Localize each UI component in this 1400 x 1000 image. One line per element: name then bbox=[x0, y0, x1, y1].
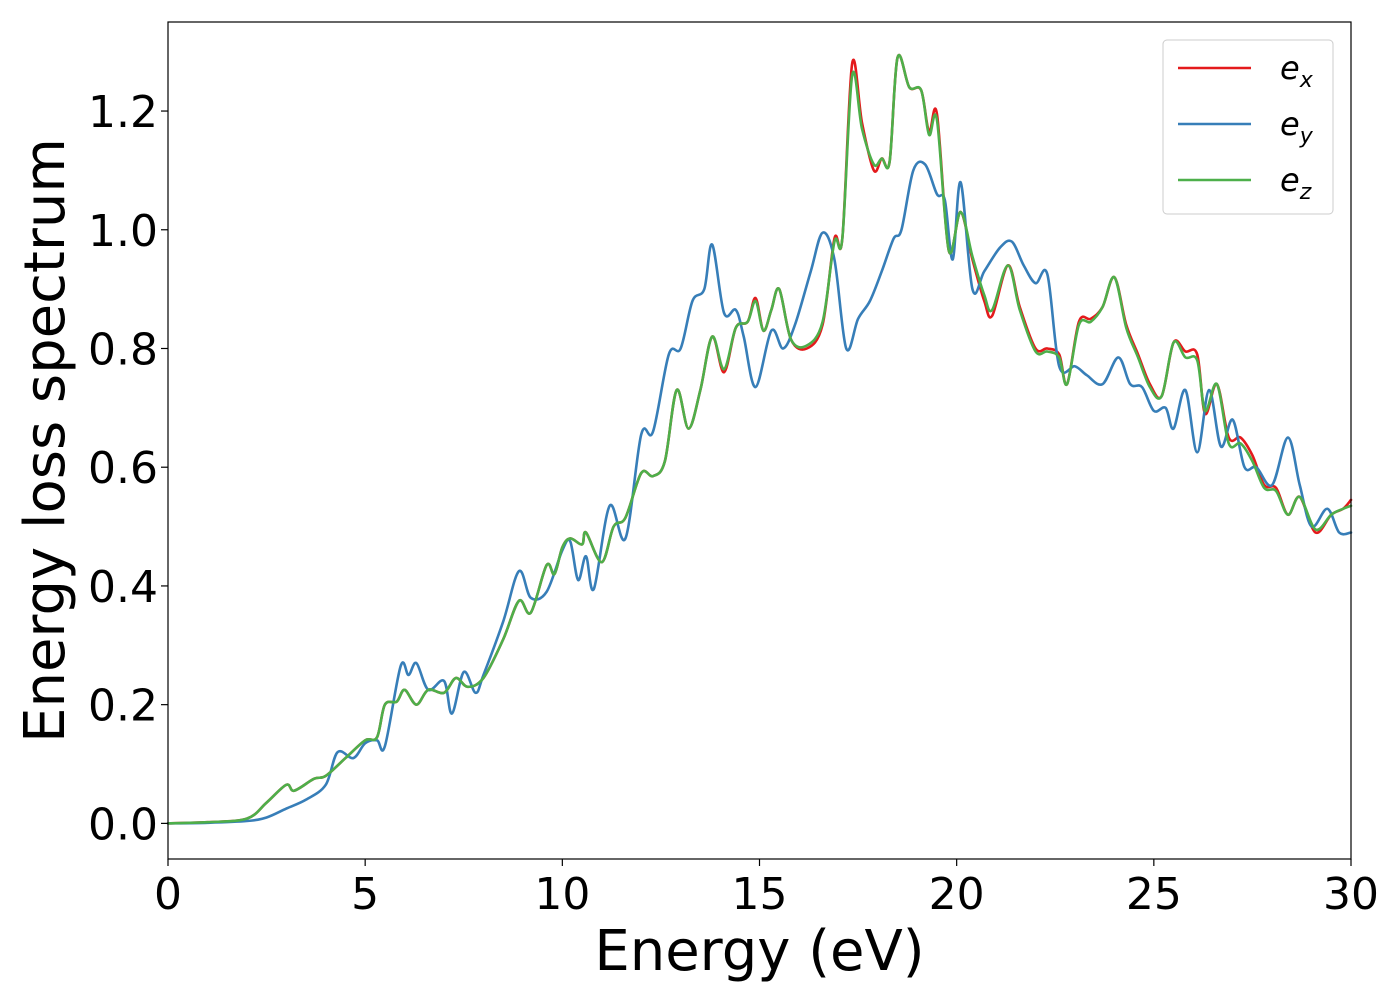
legend-label-base: e bbox=[1280, 161, 1300, 199]
legend-box bbox=[1162, 39, 1334, 215]
y-tick-label: 0.8 bbox=[88, 324, 158, 375]
legend-label-subscript: y bbox=[1299, 124, 1314, 149]
x-tick-label: 30 bbox=[1323, 869, 1379, 920]
x-tick-label: 0 bbox=[154, 869, 182, 920]
legend-label-base: e bbox=[1280, 49, 1300, 87]
x-axis-title: Energy (eV) bbox=[594, 919, 924, 984]
x-axis: 0 5 10 15 20 25 30 bbox=[154, 859, 1379, 920]
y-tick-label: 0.0 bbox=[88, 799, 158, 850]
x-tick-label: 5 bbox=[351, 869, 379, 920]
y-axis-title: Energy loss spectrum bbox=[13, 138, 78, 743]
y-axis: 0.0 0.2 0.4 0.6 0.8 1.0 1.2 bbox=[88, 87, 168, 850]
y-tick-label: 0.2 bbox=[88, 681, 158, 732]
x-tick-label: 25 bbox=[1126, 869, 1182, 920]
series-line-y bbox=[166, 160, 1353, 825]
legend-label-z: ez bbox=[1280, 161, 1312, 205]
y-tick-label: 0.6 bbox=[88, 443, 158, 494]
legend-label-base: e bbox=[1280, 105, 1300, 143]
x-tick-label: 15 bbox=[732, 869, 788, 920]
series-layer bbox=[166, 53, 1353, 825]
legend-label-x: ex bbox=[1280, 49, 1314, 93]
y-tick-label: 0.4 bbox=[88, 562, 158, 613]
legend-label-y: ey bbox=[1280, 105, 1314, 149]
series-line-z bbox=[166, 53, 1353, 825]
x-tick-label: 20 bbox=[929, 869, 985, 920]
legend-label-subscript: x bbox=[1299, 68, 1314, 93]
y-tick-label: 1.2 bbox=[88, 87, 158, 138]
legend-label-subscript: z bbox=[1299, 180, 1312, 205]
x-tick-label: 10 bbox=[534, 869, 590, 920]
y-tick-label: 1.0 bbox=[88, 206, 158, 257]
